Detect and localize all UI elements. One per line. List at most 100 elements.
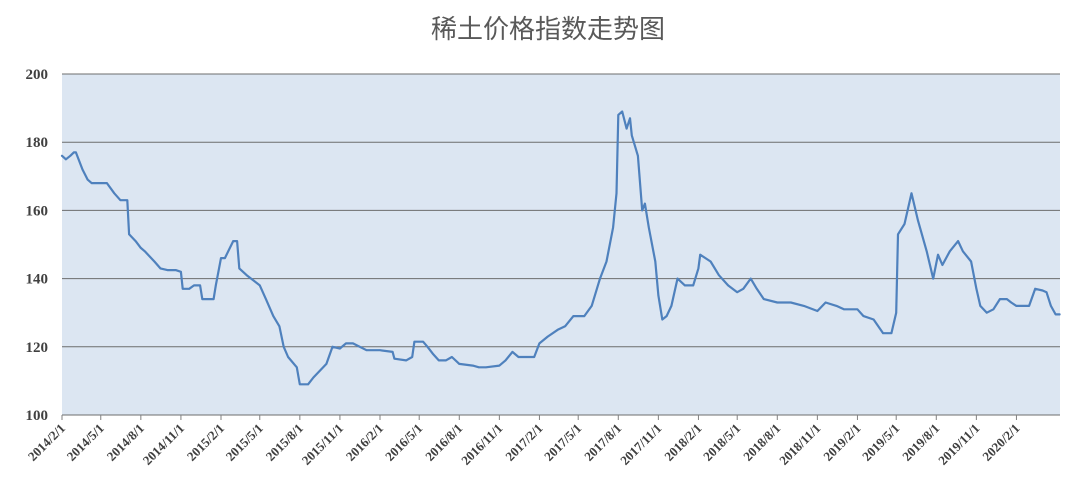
data-point bbox=[654, 260, 657, 263]
data-point bbox=[727, 284, 729, 287]
data-point bbox=[835, 305, 838, 307]
data-point bbox=[422, 340, 424, 343]
data-point bbox=[872, 318, 875, 321]
data-point bbox=[999, 298, 1001, 300]
data-point bbox=[882, 332, 884, 335]
data-point bbox=[1010, 301, 1012, 304]
x-tick-label: 2015/5/1 bbox=[223, 421, 266, 464]
data-point bbox=[188, 288, 190, 290]
data-point bbox=[970, 260, 972, 263]
data-point bbox=[345, 342, 347, 345]
data-point bbox=[1041, 289, 1044, 292]
data-point bbox=[393, 357, 396, 360]
data-point bbox=[181, 288, 184, 290]
x-tick-label: 2018/2/1 bbox=[661, 421, 704, 464]
data-point bbox=[661, 318, 664, 321]
data-point bbox=[517, 356, 520, 358]
x-tick-label: 2015/2/1 bbox=[184, 421, 227, 464]
data-point bbox=[174, 269, 177, 271]
x-tick-label: 2018/5/1 bbox=[700, 421, 743, 464]
data-point bbox=[803, 305, 805, 307]
data-point bbox=[206, 298, 209, 300]
data-point bbox=[325, 363, 328, 365]
x-tick-label: 2020/2/1 bbox=[979, 421, 1022, 464]
data-point bbox=[199, 284, 201, 287]
data-point bbox=[282, 346, 285, 348]
y-axis: 100 120 140 160 180 200 bbox=[26, 67, 49, 424]
data-point bbox=[312, 376, 315, 379]
data-point bbox=[504, 359, 507, 362]
data-point bbox=[986, 311, 988, 314]
data-point bbox=[1058, 313, 1061, 316]
data-point bbox=[957, 240, 959, 242]
data-point bbox=[299, 383, 301, 386]
y-tick-label: 100 bbox=[26, 408, 49, 424]
data-point bbox=[411, 356, 414, 358]
data-point bbox=[572, 315, 575, 317]
data-point bbox=[352, 342, 354, 345]
data-point bbox=[153, 260, 156, 263]
data-point bbox=[65, 158, 67, 161]
x-tick-label: 2019/5/1 bbox=[859, 421, 902, 464]
data-point bbox=[617, 114, 620, 116]
x-tick-label: 2014/11/1 bbox=[140, 421, 187, 468]
data-point bbox=[718, 274, 720, 277]
data-point bbox=[90, 182, 93, 184]
data-point bbox=[670, 305, 673, 307]
data-point bbox=[605, 260, 608, 263]
data-point bbox=[932, 277, 934, 280]
data-point bbox=[212, 298, 215, 300]
data-point bbox=[220, 257, 222, 259]
data-point bbox=[962, 250, 964, 253]
x-tick-label: 2014/2/1 bbox=[25, 421, 68, 464]
data-point bbox=[245, 274, 248, 277]
y-tick-label: 180 bbox=[26, 135, 49, 151]
data-point bbox=[742, 288, 745, 290]
data-point bbox=[910, 192, 913, 195]
data-point bbox=[684, 284, 686, 287]
series-line-0 bbox=[60, 110, 1061, 386]
data-point bbox=[413, 340, 416, 343]
data-point bbox=[1015, 305, 1018, 307]
data-point bbox=[485, 366, 487, 369]
data-point bbox=[917, 219, 919, 222]
data-point bbox=[1006, 298, 1008, 300]
data-point bbox=[895, 311, 897, 314]
data-point bbox=[166, 269, 169, 271]
data-point bbox=[776, 301, 779, 304]
data-point bbox=[676, 277, 679, 280]
data-point bbox=[1050, 305, 1052, 307]
data-point bbox=[890, 332, 893, 335]
x-tick-label: 2014/5/1 bbox=[64, 421, 107, 464]
data-point bbox=[331, 346, 334, 348]
data-point bbox=[657, 294, 660, 297]
data-point bbox=[365, 349, 368, 352]
data-point bbox=[641, 209, 643, 212]
data-point bbox=[546, 335, 549, 338]
data-point bbox=[975, 288, 978, 290]
data-point bbox=[134, 240, 137, 242]
data-point bbox=[925, 250, 928, 253]
data-point bbox=[790, 301, 792, 304]
data-point bbox=[511, 351, 514, 353]
data-point bbox=[236, 240, 238, 242]
x-tick-label: 2016/5/1 bbox=[382, 421, 425, 464]
data-point bbox=[180, 271, 182, 273]
data-point bbox=[538, 342, 541, 345]
data-point bbox=[451, 356, 453, 358]
data-point bbox=[73, 151, 75, 154]
x-tick-label: 2017/5/1 bbox=[541, 421, 584, 464]
data-point bbox=[438, 359, 440, 362]
x-tick-label: 2017/2/1 bbox=[502, 421, 545, 464]
data-point bbox=[941, 264, 944, 266]
data-point bbox=[631, 134, 633, 137]
data-point bbox=[224, 257, 226, 259]
data-point bbox=[296, 366, 298, 369]
data-point bbox=[100, 182, 102, 184]
data-point bbox=[391, 351, 394, 353]
data-point bbox=[699, 253, 701, 256]
plot-area bbox=[62, 74, 1060, 415]
data-point bbox=[824, 301, 827, 304]
data-point bbox=[458, 363, 461, 365]
data-point bbox=[992, 308, 995, 311]
